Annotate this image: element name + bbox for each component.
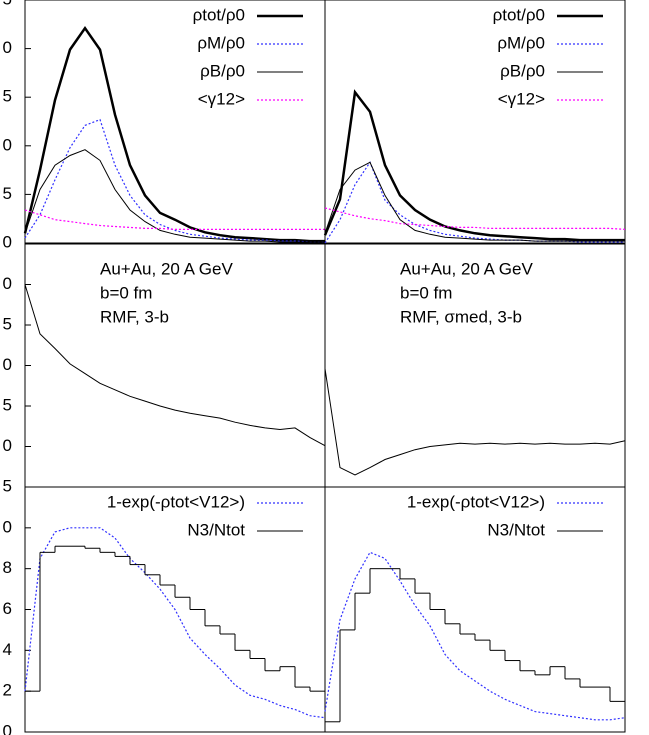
y-tick-label: 5 [3,476,12,495]
annotation: RMF, 3-b [100,307,169,326]
y-tick-label: 5 [3,184,12,203]
y-tick-label: 0 [3,135,12,154]
series-line [24,527,326,719]
series-line [24,118,325,243]
legend-label: N3/Ntot [487,520,545,539]
panel-frame [24,243,326,488]
legend-label: ρM/ρ0 [197,33,245,52]
y-tick-label: 0 [3,38,12,57]
y-tick-label: 0 [3,274,12,293]
y-tick-label: 0 [3,436,12,455]
legend-label: <γ12> [498,89,545,108]
annotation: Au+Au, 20 A GeV [400,259,533,278]
legend-label: N3/Ntot [187,520,245,539]
series-line [324,207,626,230]
y-tick-label: 8 [3,558,12,577]
y-tick-label: 6 [3,599,12,618]
series-line [323,89,625,242]
y-tick-label: 2 [3,681,12,700]
panel-frame [324,0,626,244]
series-line [324,368,626,476]
annotation: b=0 fm [400,283,452,302]
y-tick-label: 5 [3,395,12,414]
panel-frame [324,486,626,733]
panel-frame [324,243,626,488]
y-tick-label: 0 [3,517,12,536]
legend-label: ρM/ρ0 [497,33,545,52]
y-tick-label: 0 [3,355,12,374]
series-line [24,209,325,230]
annotation: b=0 fm [100,283,152,302]
legend-label: ρtot/ρ0 [493,5,545,24]
legend-label: ρB/ρ0 [500,61,545,80]
y-tick-label: 0 [3,232,12,251]
series-line [24,149,325,243]
series-line [324,161,625,244]
legend-label: 1-exp(-ρtot<V12>) [407,492,545,511]
legend-label: <γ12> [198,89,245,108]
legend-label: ρB/ρ0 [200,61,245,80]
series-line [24,284,326,447]
annotation: RMF, σmed, 3-b [400,307,522,326]
panel-frame [24,0,326,244]
series-line [23,26,325,243]
y-tick-label: 5 [3,0,12,8]
y-tick-label: 4 [3,640,12,659]
y-tick-label: 5 [3,314,12,333]
annotation: Au+Au, 20 A GeV [100,259,233,278]
series-line [324,551,626,721]
y-tick-label: 0 [3,721,12,735]
series-line [324,161,625,242]
legend-label: ρtot/ρ0 [193,5,245,24]
y-tick-label: 5 [3,87,12,106]
legend-label: 1-exp(-ρtot<V12>) [107,492,245,511]
